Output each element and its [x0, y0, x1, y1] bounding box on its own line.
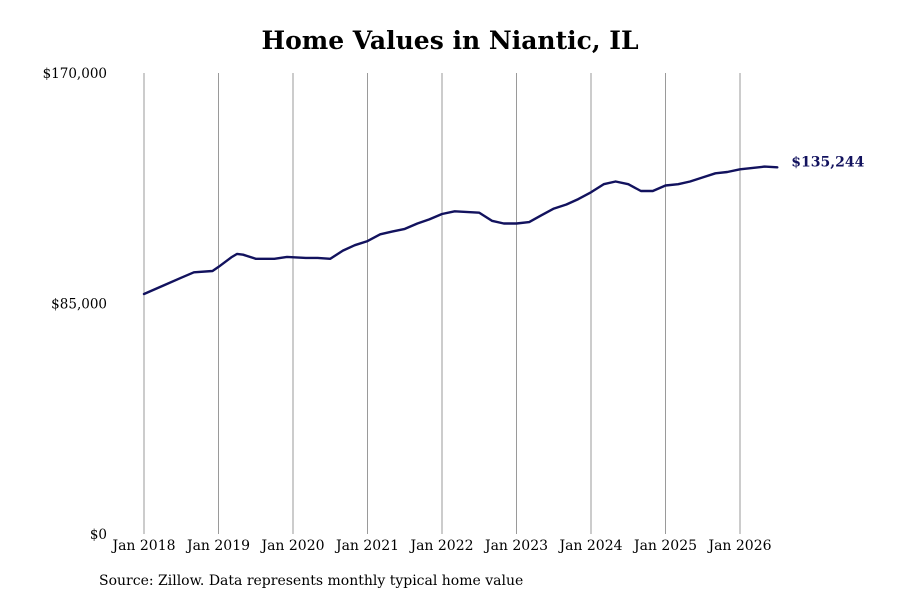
- x-tick-label: Jan 2020: [259, 538, 324, 554]
- x-tick-label: Jan 2024: [557, 538, 622, 554]
- x-axis-ticks: Jan 2018 Jan 2019 Jan 2020 Jan 2021 Jan 2022…: [110, 538, 771, 554]
- source-note: Source: Zillow. Data represents monthly …: [99, 573, 524, 589]
- x-tick-label: Jan 2018: [110, 538, 175, 554]
- gridlines: [143, 73, 741, 534]
- series-group: [142, 165, 779, 296]
- x-tick-label: Jan 2026: [706, 538, 771, 554]
- series-line: [142, 165, 779, 296]
- chart-title: Home Values in Niantic, IL: [261, 26, 639, 55]
- y-tick-label: $85,000: [51, 297, 107, 313]
- y-axis-ticks: $0 $85,000 $170,000: [43, 66, 107, 543]
- end-value-label: $135,244: [791, 154, 864, 170]
- data-labels: $135,244: [791, 154, 864, 170]
- x-tick-label: Jan 2021: [334, 538, 399, 554]
- x-tick-label: Jan 2022: [408, 538, 473, 554]
- x-tick-label: Jan 2023: [483, 538, 548, 554]
- x-tick-label: Jan 2019: [185, 538, 250, 554]
- y-tick-label: $170,000: [43, 66, 107, 82]
- x-tick-label: Jan 2025: [632, 538, 697, 554]
- y-tick-label: $0: [90, 527, 107, 543]
